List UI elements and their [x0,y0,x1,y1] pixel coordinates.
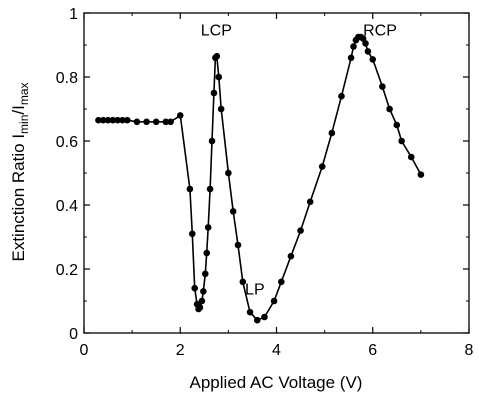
data-point [133,118,141,126]
data-point [167,118,174,126]
x-tick-label: 2 [176,342,185,359]
data-point [407,153,415,161]
data-point [417,171,425,178]
data-point [162,118,170,126]
data-point [338,92,345,100]
data-point [246,308,254,316]
data-point [364,48,372,55]
plot-frame [83,12,470,334]
data-point [206,185,214,193]
data-point [99,116,107,124]
x-tick-label: 0 [80,342,89,359]
data-point [198,297,206,305]
data-point [386,105,393,113]
data-point [287,252,295,260]
data-point [318,163,326,170]
data-point [253,316,261,324]
y-tick-label: 0.6 [56,134,78,151]
data-point [176,112,184,119]
data-point [119,116,126,124]
data-point [225,169,232,177]
data-point [328,129,336,137]
data-point [152,118,160,126]
data-point [203,249,211,257]
data-point [204,224,212,231]
data-series-line [98,36,422,321]
y-axis-title: Extinction Ratio Imin/Imax [9,82,31,261]
data-point [143,118,150,126]
axis-ticks: 0 2 4 6 8 0 0.2 0.4 0.6 0.8 1 [56,6,474,359]
data-point [188,230,196,238]
data-point [347,54,355,62]
x-tick-label: 4 [272,342,281,359]
data-point [278,278,285,286]
data-point [234,241,242,249]
data-point [362,40,369,47]
data-point [215,73,223,81]
data-point [124,116,131,124]
data-point [208,137,216,145]
data-point [104,116,112,124]
data-point [217,105,225,113]
chart-annotations: LCP LP RCP [201,22,397,298]
y-tick-label: 1 [69,6,78,23]
data-point [200,288,207,295]
data-point [95,116,102,124]
annotation-lp: LP [245,282,265,299]
data-series-points [95,33,425,324]
data-point [210,89,218,97]
y-tick-label: 0.2 [56,262,78,279]
data-point [191,284,198,292]
data-point [379,83,386,90]
data-point [239,278,247,286]
y-axis-title-main: Extinction Ratio I [9,134,28,262]
data-point [186,185,194,193]
data-point [109,116,117,124]
x-tick-label: 8 [465,342,474,359]
data-point [297,227,304,234]
series-line [98,36,422,321]
plot-axes [83,12,470,334]
data-point [369,56,377,63]
data-point [229,208,237,215]
data-point [393,121,401,129]
y-tick-label: 0.4 [56,198,78,215]
y-axis-title-slash: /I [9,105,28,114]
data-point [213,52,221,60]
x-axis-title: Applied AC Voltage (V) [190,373,363,392]
data-point [114,116,121,124]
data-point [306,198,314,206]
y-tick-label: 0 [69,326,78,343]
y-axis-title-sub-min: min [17,115,31,134]
annotation-lcp: LCP [201,22,232,39]
y-axis-title-sub-max: max [17,82,31,105]
data-point [261,313,268,321]
data-point [350,43,357,50]
y-tick-label: 0.8 [56,70,78,87]
x-tick-label: 6 [368,342,377,359]
annotation-rcp: RCP [363,22,397,39]
data-point [201,270,209,278]
data-point [196,304,204,311]
data-point [398,137,405,145]
data-point [270,297,278,305]
